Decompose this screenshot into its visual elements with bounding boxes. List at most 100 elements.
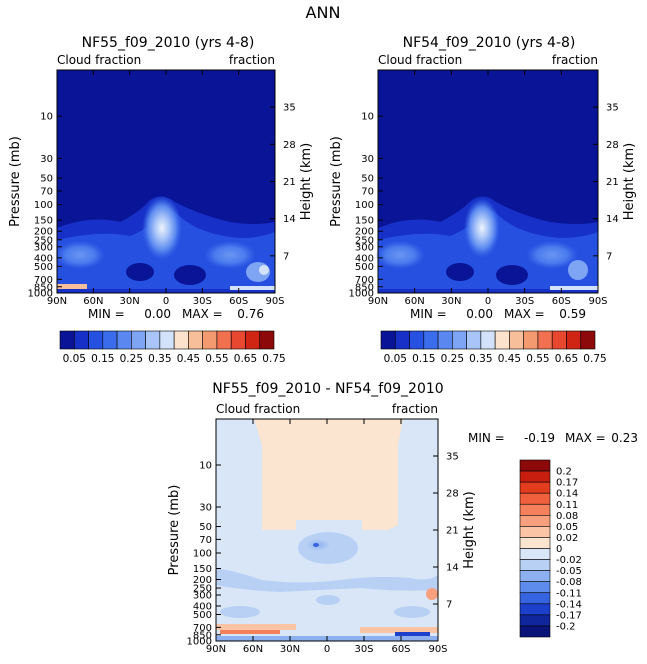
panel-2-y2label: Height (km)	[622, 143, 637, 220]
panel-3-colorbar-swatch	[519, 459, 551, 472]
panel-3-colorbar-swatch	[519, 503, 551, 516]
panel-3-colorbar-swatch	[519, 526, 551, 538]
panel-3-y-tick-label: 850	[193, 630, 212, 641]
panel-2-y-tick-label: 1000	[349, 289, 374, 300]
panel-3-colorbar-label: 0.2	[556, 467, 572, 478]
panel-2-colorbar-swatch	[480, 330, 496, 350]
panel-3-colorbar-swatch	[519, 603, 551, 616]
panel-2-y-tick-label: 10	[361, 112, 374, 123]
panel-2-y-tick-label: 200	[355, 227, 374, 238]
panel-1-max-label: MAX =	[182, 307, 223, 321]
panel-3-y2label: Height (km)	[462, 491, 477, 568]
panel-1-y-tick-label: 850	[34, 282, 53, 293]
panel-1-y-tick-label: 100	[34, 200, 53, 211]
panel-3-colorbar-label: -0.08	[556, 577, 582, 588]
panel-1-height-tick-label: 7	[283, 251, 289, 262]
panel-3-colorbar-label: -0.17	[556, 610, 582, 621]
panel-2-colorbar-swatch	[437, 330, 453, 350]
panel-1-colorbar-swatch	[73, 330, 89, 350]
panel-2-colorbar-label: 0.35	[469, 353, 492, 365]
panel-3-colorbar-label: -0.2	[556, 621, 576, 632]
panel-2-right-label: fraction	[552, 53, 598, 67]
panel-3-x-tick-label: 90S	[428, 644, 447, 655]
panel-2-colorbar-label: 0.65	[555, 353, 578, 365]
panel-1-min-value: 0.00	[144, 307, 171, 321]
panel-2-y-tick-label: 250	[355, 235, 374, 246]
panel-3-colorbar-swatch	[519, 537, 551, 549]
panel-3-x-tick-label: 30N	[280, 644, 300, 655]
page-title: ANN	[306, 3, 341, 22]
panel-1-plot-area	[55, 70, 275, 293]
panel-3-colorbar-label: 0	[556, 544, 562, 555]
panel-1-y-tick-label: 30	[40, 154, 53, 165]
generated-axes: 90N 60N 30N 0 30S 60S 90S103050701001502002503…	[8, 70, 637, 655]
panel-2-min-value: 0.00	[466, 307, 493, 321]
panel-1-y-tick-label: 50	[40, 174, 53, 185]
panel-1-colorbar-swatch	[59, 330, 75, 350]
panel-1-colorbar-label: 0.15	[91, 353, 114, 365]
panel-3-y-tick-label: 30	[199, 502, 212, 513]
panel-1-ylabel: Pressure (mb)	[8, 136, 23, 227]
panel-3-y-tick-label: 200	[193, 575, 212, 586]
panel-1-y2label: Height (km)	[299, 143, 314, 220]
panel-3-min-label: MIN =	[468, 431, 505, 445]
panel-3-y-tick-label: 400	[193, 601, 212, 612]
panel-2-y-tick-label: 100	[355, 200, 374, 211]
panel-3-colorbar-swatch	[519, 592, 551, 605]
panel-1-colorbar-label: 0.35	[148, 353, 171, 365]
panel-2-colorbar-swatch	[509, 330, 524, 350]
panel-1-left-label: Cloud fraction	[57, 53, 141, 67]
panel-1-colorbar-swatch	[188, 330, 203, 350]
panel-1-colorbar-label: 0.55	[205, 353, 228, 365]
panel-2-colorbar-swatch	[409, 330, 425, 350]
panel-1-y-tick-label: 200	[34, 227, 53, 238]
panel-3-y-tick-label: 300	[193, 590, 212, 601]
panel-3-y-tick-label: 250	[193, 584, 212, 595]
panel-3-left-label: Cloud fraction	[216, 402, 300, 416]
panel-1: NF55_f09_2010 (yrs 4-8) Cloud fraction f…	[55, 35, 276, 294]
panel-2-colorbar-swatch	[537, 330, 553, 350]
panel-1-height-tick-label: 14	[283, 214, 296, 225]
panel-2-colorbar-swatch	[394, 330, 410, 350]
panel-3-x-tick-label: 60N	[243, 644, 263, 655]
panel-2-y-tick-label: 500	[355, 262, 374, 273]
panel-3-colorbar-label: 0.08	[556, 511, 578, 522]
panel-2-max-value: 0.59	[559, 307, 586, 321]
panel-2-colorbar-label: 0.05	[384, 353, 407, 365]
panel-2-colorbar-label: 0.75	[583, 353, 606, 365]
panel-2-colorbar-swatch	[423, 330, 439, 350]
panel-1-colorbar-label: 0.45	[177, 353, 200, 365]
panel-3-y-tick-label: 500	[193, 610, 212, 621]
panel-3-y-tick-label: 150	[193, 564, 212, 575]
panel-2-height-tick-label: 7	[606, 251, 612, 262]
panel-1-x-tick-label: 90S	[265, 296, 284, 307]
panel-2-colorbar-swatch	[551, 330, 567, 350]
panel-2-height-tick-label: 35	[606, 103, 619, 114]
panel-1-colorbar-swatch	[102, 330, 118, 350]
panel-2-colorbar-swatch	[452, 330, 467, 350]
panel-3-colorbar-swatch	[519, 559, 551, 571]
panel-3-x-tick-label: 90N	[206, 644, 226, 655]
panel-1-y-tick-label: 700	[34, 275, 53, 286]
panel-2-y-tick-label: 70	[361, 186, 374, 197]
panel-2-max-label: MAX =	[504, 307, 545, 321]
panel-1-colorbar-swatch	[159, 330, 175, 350]
panel-2-y-tick-label: 850	[355, 282, 374, 293]
panel-3-colorbar-swatch	[519, 614, 551, 627]
panel-3-colorbar-swatch	[519, 481, 551, 494]
panel-3-colorbar-label: 0.17	[556, 478, 578, 489]
panel-1-y-tick-label: 150	[34, 216, 53, 227]
panel-2-title: NF54_f09_2010 (yrs 4-8)	[403, 35, 576, 51]
panel-1-colorbar-label: 0.05	[63, 353, 86, 365]
panel-3-max-value: 0.23	[611, 431, 638, 445]
panel-3-colorbar-swatch	[519, 492, 551, 505]
panel-3-colorbar-label: -0.14	[556, 599, 582, 610]
panel-2-colorbar-swatch	[580, 330, 596, 350]
panel-2-x-tick-label: 60S	[552, 296, 571, 307]
panel-3-colorbar-label: 0.05	[556, 522, 578, 533]
panel-1-colorbar-label: 0.25	[120, 353, 143, 365]
panel-1-height-tick-label: 28	[283, 140, 296, 151]
panel-2-colorbar-swatch	[494, 330, 510, 350]
panel-3-colorbar-label: 0.11	[556, 500, 578, 511]
panel-1-x-tick-label: 60N	[83, 296, 103, 307]
